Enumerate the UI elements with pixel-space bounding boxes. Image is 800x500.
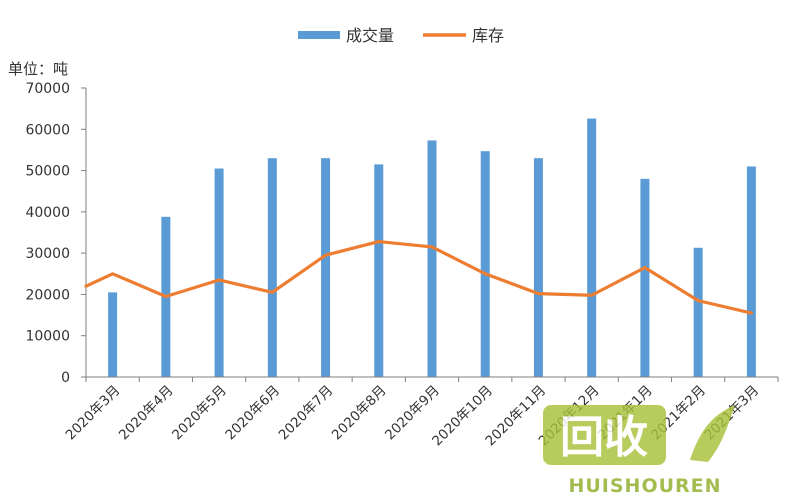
line-path — [84, 239, 753, 315]
y-tick-label: 20000 — [25, 287, 70, 303]
bar — [693, 247, 703, 377]
x-tick-label: 2020年7月 — [276, 383, 337, 444]
bar — [321, 158, 331, 377]
line-series — [84, 239, 753, 315]
watermark-leaf-icon — [690, 405, 735, 462]
legend-label-bar: 成交量 — [346, 26, 394, 45]
y-tick-label: 50000 — [25, 164, 70, 180]
y-tick-label: 10000 — [25, 329, 70, 345]
bar — [427, 140, 437, 377]
bar — [746, 166, 756, 377]
y-tick-label: 60000 — [25, 122, 70, 138]
bar — [108, 292, 118, 377]
y-tick-label: 40000 — [25, 205, 70, 221]
bar — [533, 158, 543, 377]
watermark-brand-cn: 回收 — [560, 412, 648, 463]
y-tick-label: 70000 — [25, 81, 70, 97]
bar — [587, 118, 597, 378]
legend-label-line: 库存 — [472, 26, 504, 45]
bar — [640, 178, 650, 377]
legend-swatch-bar — [298, 31, 340, 39]
y-unit-label: 单位：吨 — [8, 60, 68, 78]
x-tick-label: 2020年3月 — [63, 383, 124, 444]
watermark: 回收 HUISHOUREN — [543, 405, 735, 497]
watermark-badge — [543, 405, 666, 465]
x-tick-label: 2020年6月 — [222, 383, 283, 444]
bar — [480, 151, 490, 377]
watermark-brand-en: HUISHOUREN — [568, 475, 721, 497]
y-tick-label: 0 — [61, 370, 70, 386]
x-axis: 2020年3月2020年4月2020年5月2020年6月2020年7月2020年… — [63, 376, 779, 449]
y-tick-label: 30000 — [25, 246, 70, 262]
y-axis: 0 10000 20000 30000 40000 50000 60000 70000 — [25, 81, 87, 386]
bar — [214, 168, 224, 377]
x-tick-label: 2020年5月 — [169, 383, 230, 444]
x-tick-label: 2020年8月 — [329, 383, 390, 444]
legend: 成交量 库存 — [298, 26, 504, 45]
bar-series — [108, 118, 756, 378]
x-tick-label: 2020年4月 — [116, 383, 177, 444]
bar — [374, 164, 384, 377]
bar — [267, 158, 277, 377]
